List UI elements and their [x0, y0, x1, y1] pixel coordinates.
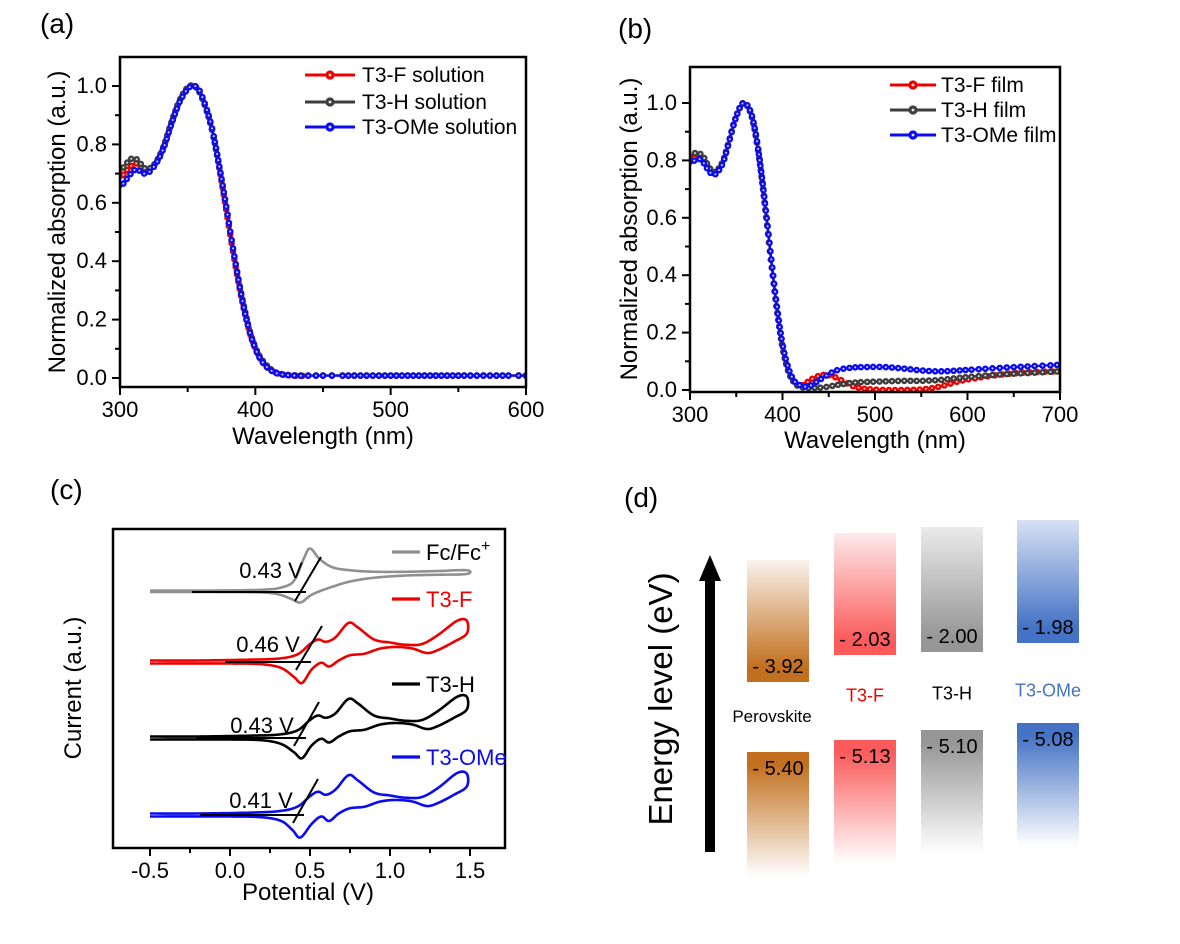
svg-text:0.0: 0.0 — [215, 858, 246, 883]
svg-text:0.5: 0.5 — [295, 858, 326, 883]
legend-label: T3-F — [426, 587, 472, 612]
panel-c-x-axis-label: Potential (V) — [241, 879, 375, 906]
svg-text:0.0: 0.0 — [646, 377, 677, 402]
lumo-value: - 1.98 — [1022, 617, 1074, 639]
svg-text:600: 600 — [949, 402, 986, 427]
lumo-bar-T3-OMe — [1017, 520, 1079, 643]
lumo-bar-T3-H — [921, 527, 983, 652]
onset-value: 0.46 V — [236, 632, 300, 657]
svg-text:0.8: 0.8 — [76, 131, 107, 156]
material-label-T3-OMe: T3-OMe — [1014, 680, 1082, 701]
energy-axis-label: Energy level (eV) — [642, 572, 679, 826]
material-label-T3-F: T3-F — [846, 685, 884, 706]
onset-value: 0.43 V — [239, 558, 303, 583]
legend-label: T3-OMe — [426, 745, 507, 770]
material-label-T3-H: T3-H — [932, 683, 972, 704]
panel-a-letter: (a) — [40, 8, 75, 39]
svg-text:1.0: 1.0 — [76, 73, 107, 98]
svg-text:0.4: 0.4 — [76, 248, 107, 273]
panel-c-letter: (c) — [50, 474, 83, 505]
svg-text:0.4: 0.4 — [646, 262, 677, 287]
lumo-value: - 2.03 — [839, 629, 891, 651]
panel-c-axes: -0.5 0.0 0.5 1.0 1.5 — [111, 527, 507, 883]
series-markers — [120, 82, 526, 380]
svg-text:300: 300 — [102, 397, 139, 422]
homo-bar-Perovskite — [747, 752, 809, 877]
up-arrow-shaft — [705, 580, 715, 852]
onset-value: 0.41 V — [229, 788, 293, 813]
homo-bar-T3-H — [921, 730, 983, 853]
svg-text:400: 400 — [237, 397, 274, 422]
homo-bar-T3-F — [834, 740, 896, 863]
svg-text:0.6: 0.6 — [646, 205, 677, 230]
lumo-value: - 3.92 — [752, 656, 804, 678]
svg-text:0.2: 0.2 — [646, 320, 677, 345]
series-markers — [690, 100, 1060, 390]
svg-text:0.6: 0.6 — [76, 190, 107, 215]
homo-value: - 5.40 — [752, 758, 804, 780]
legend-label: T3-OMe solution — [362, 116, 517, 139]
svg-text:700: 700 — [1042, 402, 1079, 427]
panel-a-x-axis-label: Wavelength (nm) — [232, 423, 414, 450]
svg-text:400: 400 — [764, 402, 801, 427]
panel-c-legend: Fc/Fc+ T3-F T3-H T3-OMe — [392, 538, 507, 770]
lumo-bar-Perovskite — [747, 560, 809, 682]
up-arrow-head — [699, 555, 721, 581]
lumo-value: - 2.00 — [926, 626, 978, 648]
panel-b-x-axis-label: Wavelength (nm) — [784, 427, 966, 454]
panel-c-y-axis-label: Current (a.u.) — [60, 616, 87, 760]
svg-text:600: 600 — [508, 397, 545, 422]
legend-label: T3-F film — [941, 74, 1024, 97]
panel-b-plot — [690, 100, 1060, 392]
svg-text:0.0: 0.0 — [76, 365, 107, 390]
legend-label: T3-OMe film — [941, 124, 1057, 147]
lumo-bar-T3-F — [834, 533, 896, 655]
homo-value: - 5.08 — [1022, 729, 1074, 751]
legend-label: T3-H solution — [362, 91, 487, 114]
svg-text:1.0: 1.0 — [375, 858, 406, 883]
homo-value: - 5.13 — [839, 746, 891, 768]
material-label-Perovskite: Perovskite — [732, 707, 812, 726]
svg-text:1.0: 1.0 — [646, 90, 677, 115]
panel-a-plot — [120, 82, 526, 380]
legend-label: Fc/Fc+ — [426, 538, 490, 565]
panel-b-axes: 300 400 500 600 700 0.0 0.2 0.4 0.6 0.8 1.0 — [646, 65, 1079, 427]
homo-value: - 5.10 — [926, 736, 978, 758]
panel-d-letter: (d) — [624, 482, 659, 513]
svg-text:0.2: 0.2 — [76, 307, 107, 332]
svg-text:1.5: 1.5 — [455, 858, 486, 883]
svg-text:0.8: 0.8 — [646, 147, 677, 172]
panel-a-y-axis-label: Normalized absorption (a.u.) — [44, 70, 71, 374]
svg-text:500: 500 — [857, 402, 894, 427]
homo-bar-T3-OMe — [1017, 723, 1079, 846]
legend-label: T3-H film — [941, 99, 1026, 122]
legend-label: T3-H — [426, 672, 475, 697]
svg-text:-0.5: -0.5 — [131, 858, 169, 883]
legend-label: T3-F solution — [362, 64, 485, 87]
panel-b-y-axis-label: Normalized absorption (a.u.) — [616, 77, 643, 381]
svg-text:500: 500 — [372, 397, 409, 422]
svg-text:300: 300 — [672, 402, 709, 427]
panel-c-onset-annotations: 0.43 V 0.46 V 0.43 V 0.41 V — [192, 556, 323, 824]
panel-b-letter: (b) — [618, 13, 653, 44]
onset-value: 0.43 V — [230, 713, 294, 738]
panel-a-axes: 300 400 500 600 0.0 0.2 0.4 0.6 0.8 1.0 — [76, 55, 545, 422]
